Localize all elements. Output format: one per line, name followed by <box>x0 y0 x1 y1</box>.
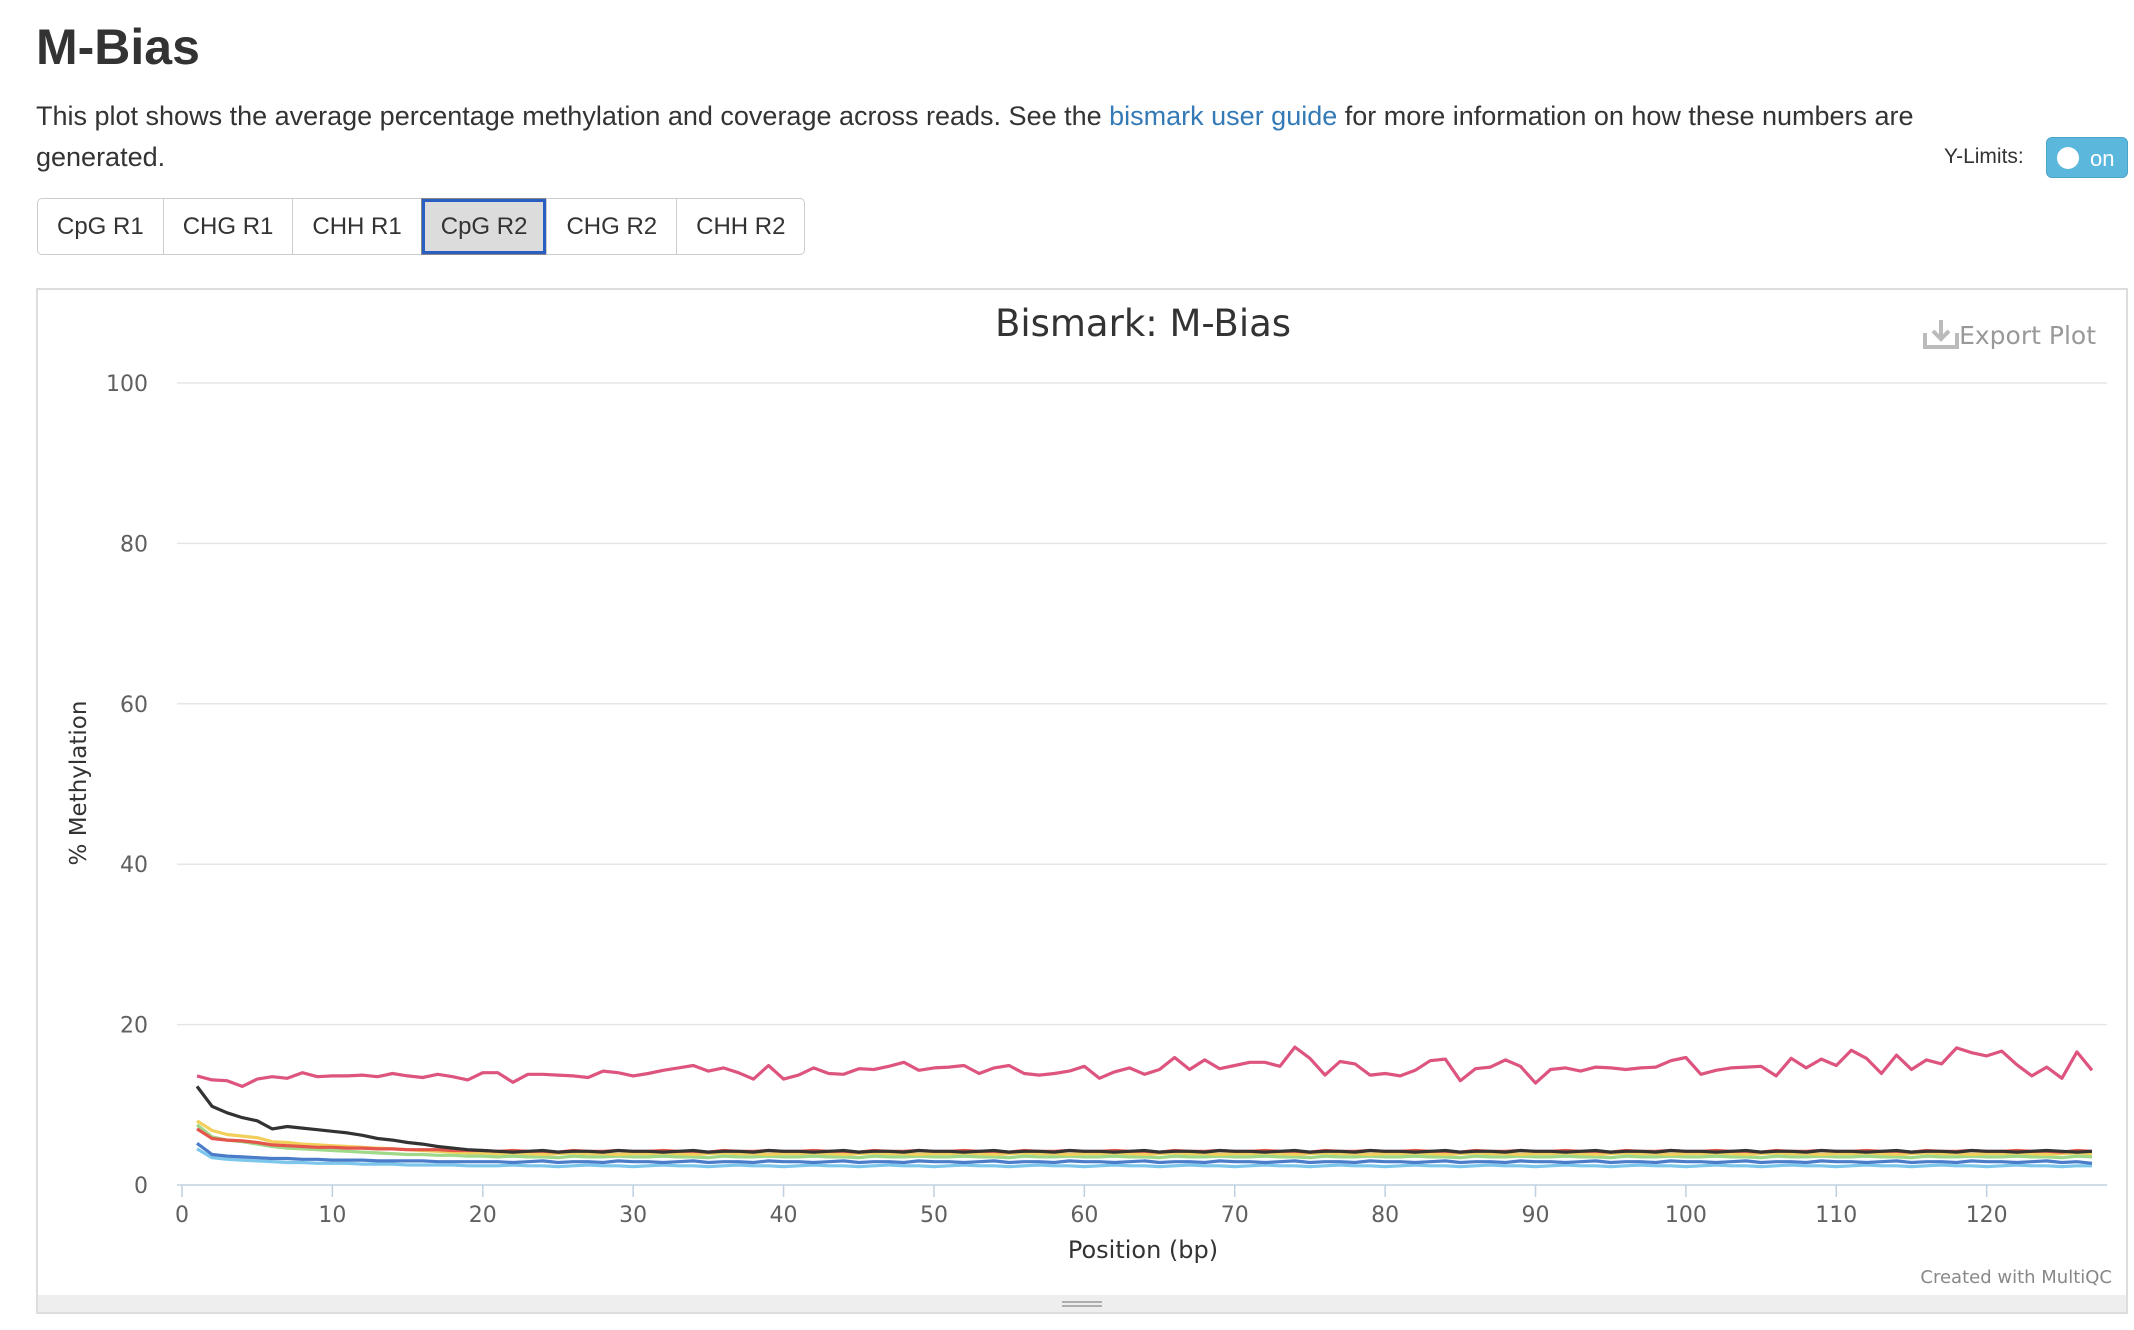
x-tick-label: 10 <box>318 1203 346 1228</box>
y-axis-label: % Methylation <box>66 701 92 866</box>
x-tick-label: 20 <box>469 1203 497 1228</box>
x-tick-label: 70 <box>1221 1203 1249 1228</box>
export-button[interactable]: Export Plot <box>1959 321 2096 350</box>
x-tick-label: 80 <box>1371 1203 1399 1228</box>
resize-bar[interactable] <box>38 1295 2126 1312</box>
x-tick-label: 50 <box>920 1203 948 1228</box>
description-text: This plot shows the average percentage m… <box>36 101 1110 131</box>
series-line <box>195 1085 2093 1154</box>
tab-button[interactable]: CpG R2 <box>420 198 548 255</box>
x-tick-label: 110 <box>1815 1203 1857 1228</box>
chart-frame <box>36 288 2128 1314</box>
x-tick-label: 40 <box>770 1203 798 1228</box>
x-tick-label: 100 <box>1665 1203 1707 1228</box>
x-tick-label: 60 <box>1070 1203 1098 1228</box>
tab-button[interactable]: CHH R1 <box>292 198 422 255</box>
x-axis-label: Position (bp) <box>1068 1236 1218 1264</box>
description: This plot shows the average percentage m… <box>36 96 2046 178</box>
y-tick-label: 60 <box>120 693 148 718</box>
series-line <box>196 1147 2092 1169</box>
guide-link[interactable]: bismark user guide <box>1109 101 1338 131</box>
y-tick-label: 20 <box>120 1014 148 1039</box>
export-icon[interactable] <box>1923 320 1959 349</box>
y-tick-label: 80 <box>120 532 148 557</box>
button-group: CpG R1 CHG R1 CHH R1 CpG R2 CHG R2 CHH R2 <box>37 198 806 255</box>
x-tick-label: 0 <box>175 1203 189 1228</box>
tab-button[interactable]: CHG R1 <box>162 198 294 255</box>
y-tick-label: 100 <box>106 372 148 397</box>
toggle-text: on <box>2090 146 2115 171</box>
series-line <box>195 1123 2093 1160</box>
y-tick-label: 0 <box>134 1174 148 1199</box>
toggle-knob <box>2057 147 2079 169</box>
tab-button[interactable]: CHG R2 <box>546 198 678 255</box>
x-tick-label: 120 <box>1966 1203 2008 1228</box>
tab-button[interactable]: CpG R1 <box>37 198 164 255</box>
ylimits-label: Y-Limits: <box>1944 145 2024 168</box>
series-line <box>196 1045 2094 1088</box>
description-text: for more information on how these number… <box>36 101 1914 172</box>
y-tick-label: 40 <box>120 853 148 878</box>
tab-button[interactable]: CHH R2 <box>676 198 806 255</box>
credit: Created with MultiQC <box>1920 1267 2112 1288</box>
ylimits-toggle[interactable]: on <box>2046 137 2128 178</box>
x-tick-label: 90 <box>1522 1203 1550 1228</box>
page-title: M-Bias <box>36 19 200 75</box>
x-tick-label: 30 <box>619 1203 647 1228</box>
chart-title: Bismark: M-Bias <box>995 302 1291 345</box>
series-line <box>196 1142 2093 1165</box>
